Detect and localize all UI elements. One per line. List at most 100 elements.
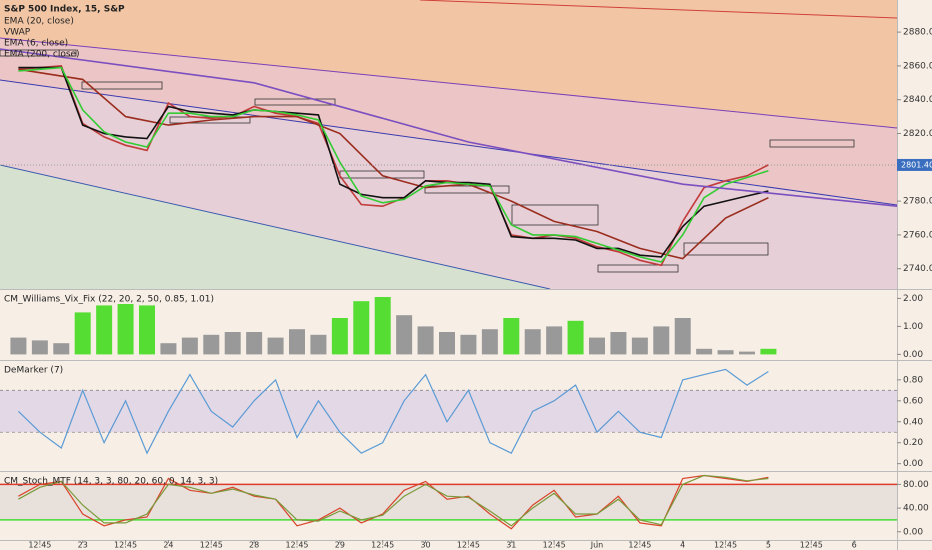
- y-tick-label: 2820.00: [903, 129, 932, 139]
- x-tick-label: 31: [506, 541, 516, 550]
- channel-line: [419, 0, 898, 19]
- x-tick-label: 12:45: [285, 541, 308, 550]
- bar: [631, 337, 648, 355]
- y-tick-label: 1.00: [903, 322, 923, 332]
- bar: [760, 348, 777, 355]
- y-tick-label: 0.00: [903, 459, 923, 469]
- x-tick-label: 12:45: [628, 541, 651, 550]
- y-tick-label: 0.40: [903, 417, 923, 427]
- x-tick-label: Jun: [590, 541, 604, 550]
- bar: [396, 315, 413, 355]
- y-tick-label: 0.00: [903, 350, 923, 360]
- x-tick-label: 12:45: [457, 541, 480, 550]
- y-tick-label: 2780.00: [903, 197, 932, 207]
- x-tick-label: 12:45: [114, 541, 137, 550]
- bar: [117, 304, 134, 355]
- bar: [53, 343, 70, 355]
- y-tick-label: 2740.00: [903, 264, 932, 274]
- bar: [653, 326, 670, 355]
- bar: [267, 337, 284, 355]
- y-tick-label: 0.00: [903, 527, 923, 537]
- x-tick-label: 24: [163, 541, 173, 550]
- band: [0, 484, 897, 520]
- last-price-label: 2801.40: [901, 160, 932, 169]
- bar: [160, 343, 177, 355]
- y-tick-label: 2840.00: [903, 95, 932, 105]
- bar: [10, 337, 27, 355]
- bar: [331, 318, 348, 355]
- series-line: [18, 474, 769, 530]
- bar: [310, 334, 327, 355]
- pane-title: CM_Stoch_MTF (14, 3, 3, 80, 20, 60, 0, 1…: [4, 477, 218, 487]
- bar: [503, 318, 520, 355]
- bar: [460, 334, 477, 355]
- bar: [224, 332, 241, 355]
- bar: [289, 329, 305, 355]
- x-tick-label: 29: [335, 541, 345, 550]
- series-line: [17, 368, 769, 455]
- bar: [546, 326, 563, 355]
- channel-middle: [0, 38, 897, 205]
- legend-entry: VWAP: [4, 28, 31, 38]
- series-line: [18, 474, 769, 527]
- channel-line: [0, 37, 898, 129]
- bar: [181, 337, 198, 355]
- pane-title: DeMarker (7): [4, 366, 63, 376]
- y-tick-label: 2860.00: [903, 61, 932, 71]
- bar: [374, 297, 391, 355]
- x-tick-label: 12:45: [371, 541, 394, 550]
- y-tick-label: 0.60: [903, 396, 923, 406]
- legend-entry: EMA (200, close): [4, 50, 80, 60]
- y-tick-label: 2760.00: [903, 230, 932, 240]
- channel-line: [0, 164, 551, 290]
- bar: [439, 332, 455, 355]
- x-tick-label: 30: [420, 541, 430, 550]
- bar: [717, 350, 734, 355]
- y-tick-label: 2.00: [903, 294, 923, 304]
- bar: [739, 351, 755, 355]
- y-tick-label: 0.80: [903, 375, 923, 385]
- bar: [674, 318, 691, 355]
- x-tick-label: 12:45: [28, 541, 51, 550]
- channel-upper: [0, 0, 897, 128]
- bar: [567, 320, 584, 355]
- x-tick-label: 28: [249, 541, 259, 550]
- x-tick-label: 12:45: [543, 541, 566, 550]
- band: [0, 390, 897, 433]
- bar: [203, 334, 220, 355]
- bar: [589, 337, 605, 355]
- bar: [481, 329, 498, 355]
- bar: [353, 301, 370, 355]
- y-tick-label: 80.00: [903, 480, 929, 490]
- pane-title: S&P 500 Index, 15, S&P: [4, 5, 125, 15]
- pane-title: CM_Williams_Vix_Fix (22, 20, 2, 50, 0.85…: [4, 295, 214, 305]
- legend-entry: EMA (20, close): [4, 17, 74, 27]
- channel-line: [0, 79, 898, 206]
- x-tick-label: 4: [680, 541, 685, 550]
- x-tick-label: 12:45: [714, 541, 737, 550]
- y-tick-label: 2880.00: [903, 28, 932, 38]
- bar: [524, 329, 541, 355]
- x-tick-label: 12:45: [200, 541, 223, 550]
- last-price-tag: [897, 158, 932, 171]
- legend-entry: EMA (6, close): [4, 39, 68, 49]
- x-tick-label: 5: [766, 541, 771, 550]
- bar: [696, 348, 713, 355]
- bar: [610, 332, 627, 355]
- bar: [139, 305, 155, 355]
- bar: [417, 326, 434, 355]
- series-line: [18, 66, 769, 263]
- y-tick-label: 0.20: [903, 438, 923, 448]
- x-tick-label: 12:45: [800, 541, 823, 550]
- bar: [31, 340, 48, 355]
- x-tick-label: 6: [852, 541, 857, 550]
- series-line: [0, 48, 898, 207]
- x-tick-label: 23: [78, 541, 88, 550]
- bar: [96, 305, 113, 355]
- y-tick-label: 40.00: [903, 504, 929, 514]
- series-line: [18, 66, 769, 258]
- bar: [74, 312, 91, 355]
- bar: [246, 332, 263, 355]
